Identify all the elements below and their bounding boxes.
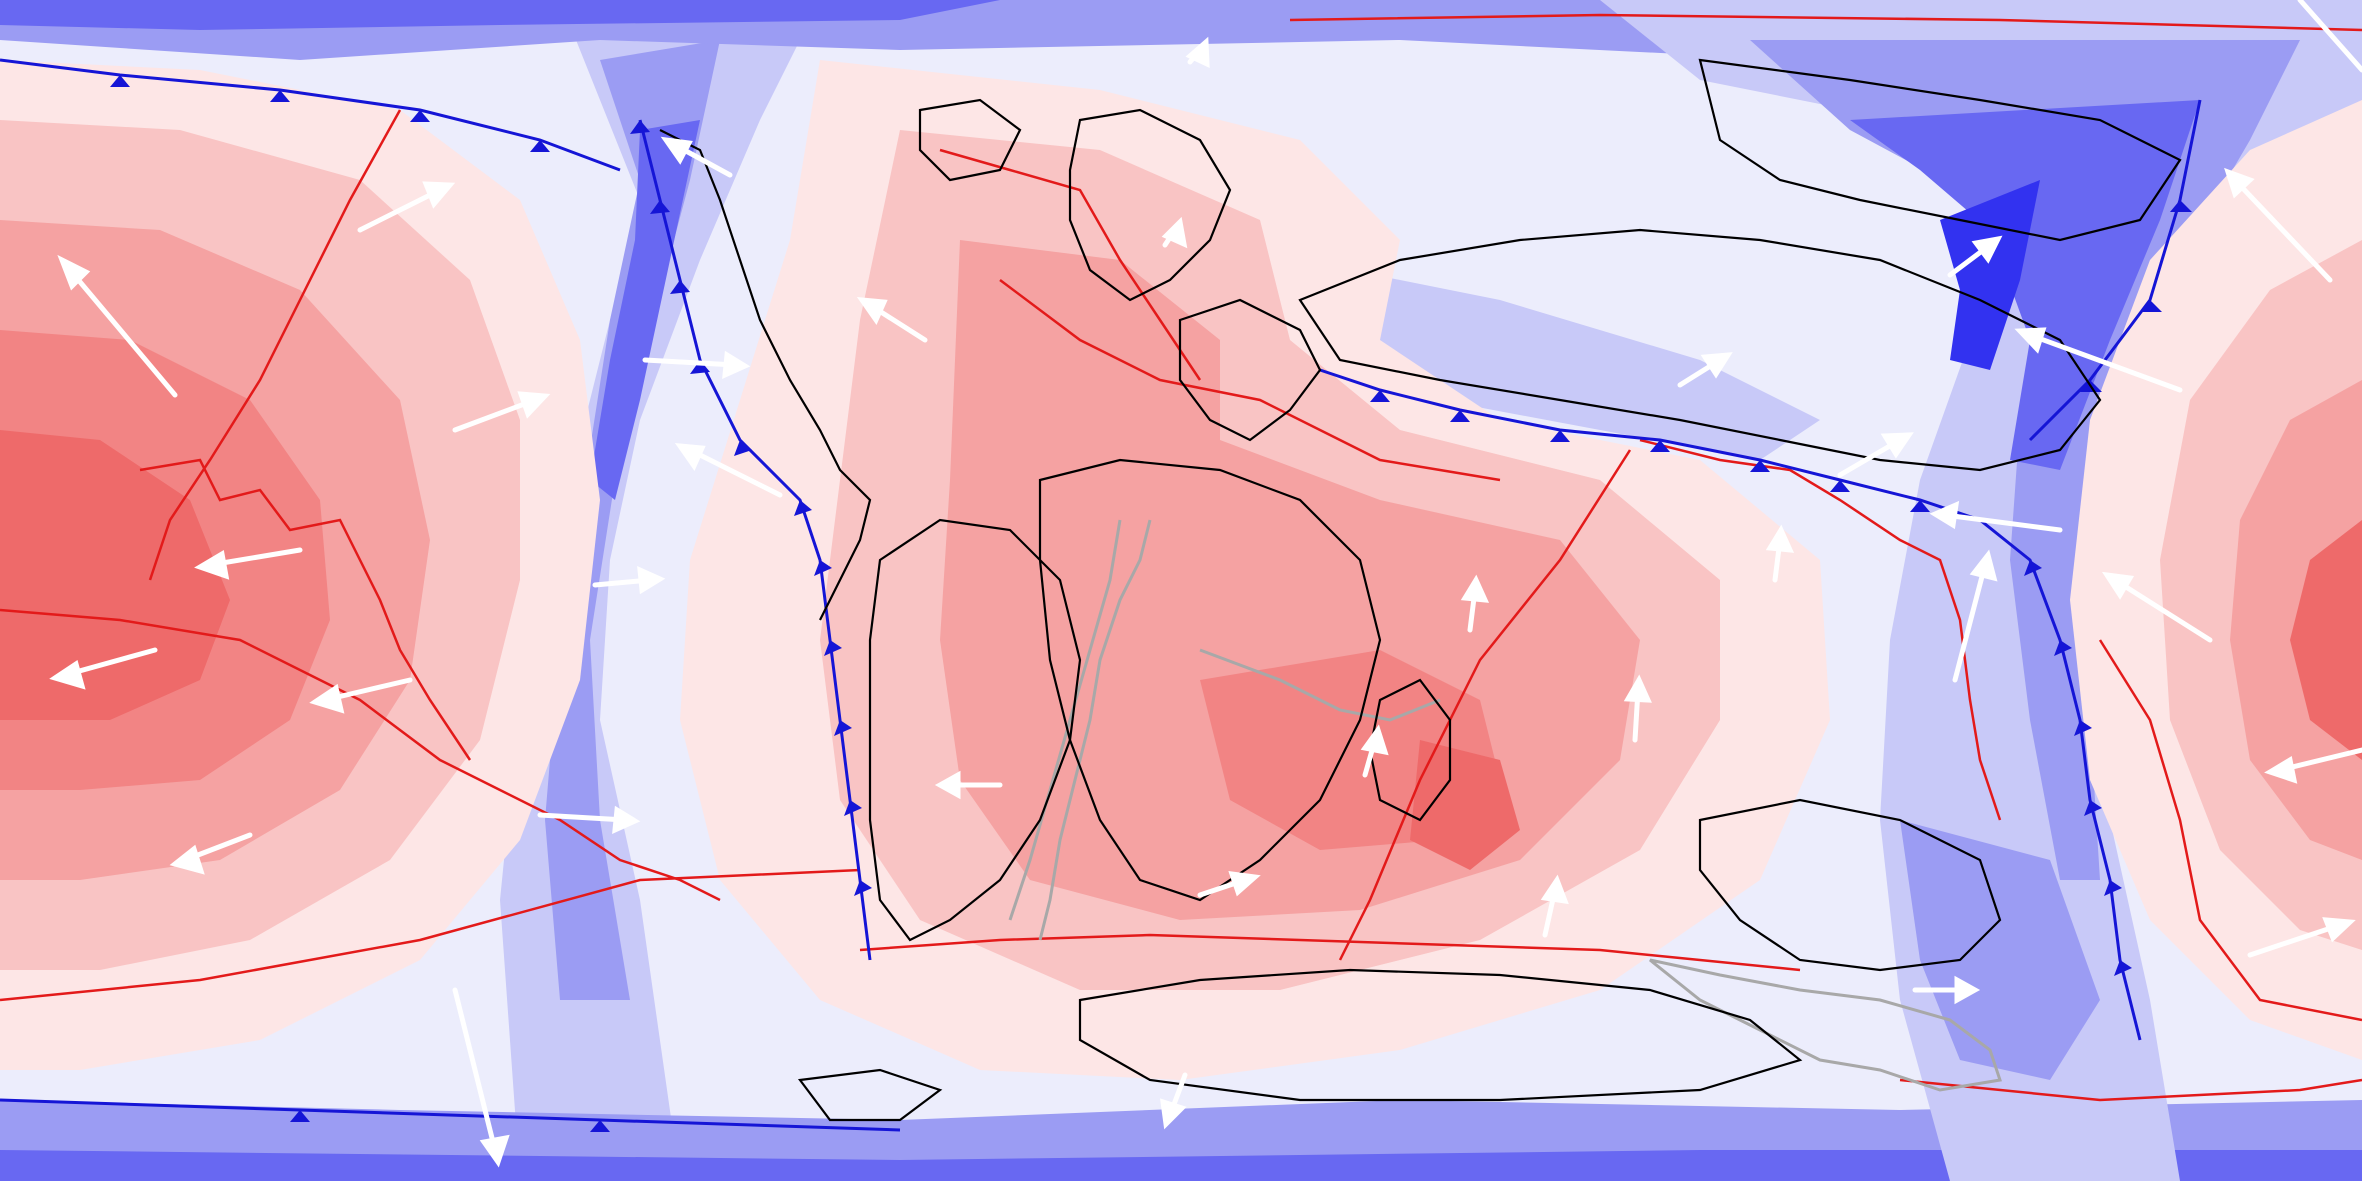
arrow-icon [2014,327,2183,393]
arrow-icon [2264,747,2362,784]
arrow-icon [1765,524,1795,583]
paleo-boundaries [1008,519,2002,1092]
arrow-icon [194,547,303,580]
plate-boundary-bottom-right [1899,1078,2362,1102]
triangle-tooth-icon [110,75,2192,1132]
arrow-icon [2297,0,2362,73]
australia-blue [1900,820,2100,1080]
arrow-icon [2247,917,2356,958]
velocity-arrows [49,0,2362,1168]
paleo-boundary-africa-south-america [1038,519,1152,941]
paleo-boundary-east [1199,648,1441,722]
arrow-icon [592,565,666,595]
arrow-icon [1540,874,1569,938]
coastline-south-america [868,518,1082,942]
arrow-icon [1185,36,1210,69]
plate-boundary-north-atlantic [939,148,1202,381]
arrow-icon [452,987,510,1168]
arrow-icon [169,832,253,875]
arrow-icon [1952,549,1998,683]
arrow-icon [1360,724,1389,778]
west-americas-blue-deep [590,120,700,500]
positive-field-lobes [0,60,2362,1080]
arrow-icon [1929,500,2063,533]
arrow-icon [1197,871,1261,898]
arrow-icon [856,297,928,343]
arrow-icon [1677,352,1733,388]
coastline-greenland [1068,108,1232,302]
plate-boundary-tethys [999,279,1501,482]
plate-boundary-top [1289,13,2362,32]
south-asia-blue [1300,260,1820,460]
arrow-icon [357,181,456,233]
coastline-europe [1178,298,1322,442]
arrow-icon [1159,1072,1188,1130]
plate-boundary-pacific-west [148,109,402,581]
pacific-east-red-4 [2290,520,2362,760]
subduction-zone-north [0,58,621,172]
coastlines [659,58,2182,1122]
plate-boundary-southern [859,933,1801,972]
arrow-icon [452,391,551,433]
coastline-australia [1698,798,2002,972]
plate-boundary-pacific-zigzag [139,458,472,761]
pacific-west-red-5 [0,430,230,720]
arrow-icon [642,350,751,380]
plate-boundary-bottom-left [0,868,861,1002]
arrow-icon [934,770,1003,800]
arrow-icon [660,136,733,178]
arrow-icon [1460,574,1490,633]
subduction-zone-bottom [0,1098,901,1132]
coastline-north-america [659,129,872,621]
coastline-siberia [1698,58,2182,242]
bottom-band-blue-deep [0,1150,2362,1181]
plate-boundary-south-pacific [0,608,721,902]
arrow-icon [309,677,413,714]
arrow-icon [1947,235,2003,278]
coastline-arctic-islands [918,98,1022,182]
paleo-boundary-antarctic [1649,958,2002,1092]
coastline-antarctica [1078,968,1803,1102]
top-band-blue-deep [0,0,1000,30]
arrow-icon [1623,674,1652,743]
arrow-icon [537,805,641,835]
arrow-icon [2224,167,2333,283]
east-asia-blue-darkest [1940,180,2040,370]
east-asia-blue-deep [1850,100,2200,470]
arrow-icon [2101,571,2213,643]
arrow-icon [1837,432,1914,478]
plate-boundaries [0,13,2362,1102]
coastline-africa [1038,458,1382,902]
arrow-icon [49,647,158,690]
west-americas-blue-core [545,40,720,1000]
coastline-southern-islands [797,1068,943,1122]
arrow-icon [674,443,783,498]
paleo-boundary-africa-south-america-2 [1008,519,1122,921]
plate-boundary-eastern-margin [2098,639,2362,1022]
subduction-zone-americas [638,119,872,961]
arrow-icon [1161,216,1188,249]
coastline-asia [1298,228,2102,472]
plate-boundary-panthalassa [1639,438,2002,821]
pangea-red-5 [1410,740,1520,870]
arrow-icon [57,254,178,398]
arrow-icon [1912,975,1981,1005]
